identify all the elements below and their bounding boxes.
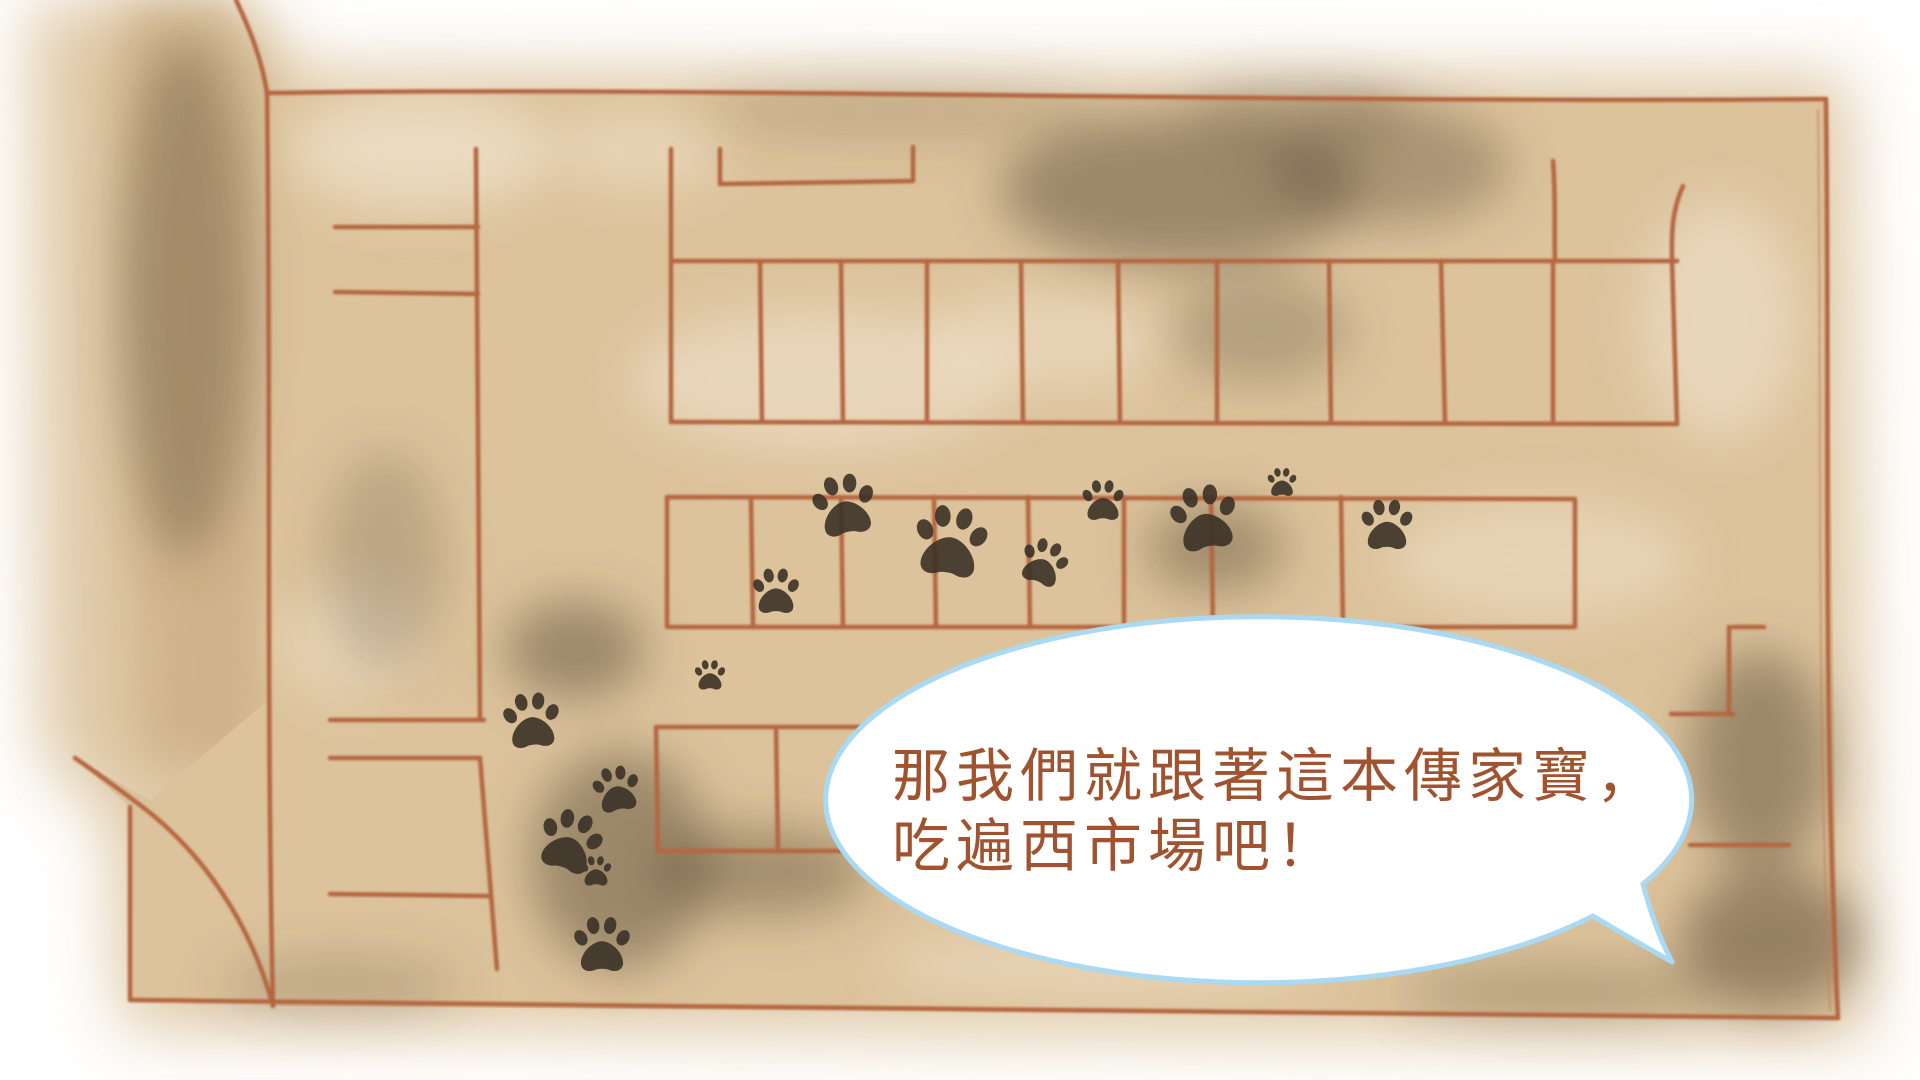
market-stall-row-1 — [668, 144, 1686, 427]
speech-bubble — [823, 614, 1695, 986]
speech-line-1: 那我們就跟著這本傳家寶， — [892, 742, 1661, 810]
map-border — [72, 0, 1841, 1021]
road-lines — [327, 146, 500, 972]
dirt-smudges — [120, 40, 1860, 1020]
speech-line-2: 吃遍西市場吧！ — [892, 812, 1341, 880]
